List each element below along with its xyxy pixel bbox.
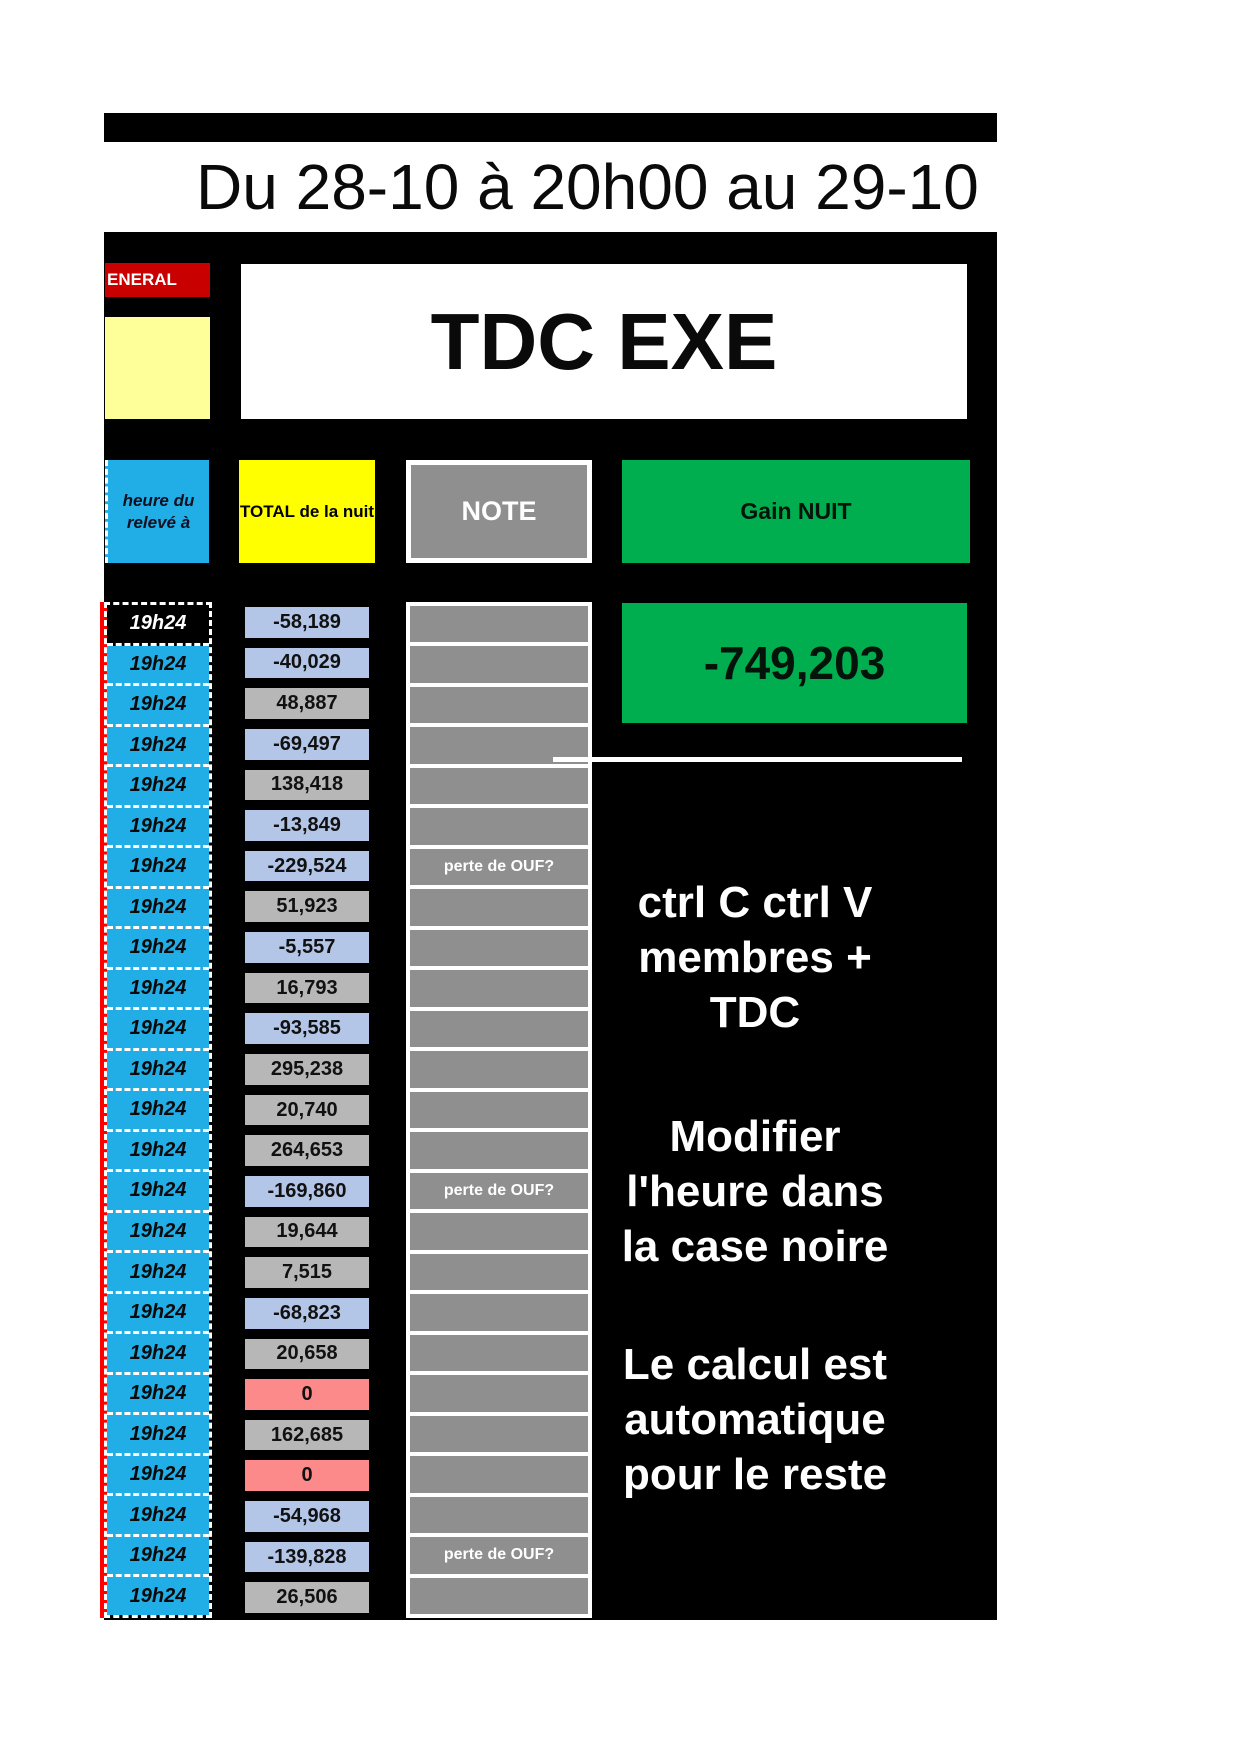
- note-cell[interactable]: [410, 646, 588, 687]
- total-cell[interactable]: -13,849: [243, 808, 371, 843]
- total-cell[interactable]: 26,506: [243, 1580, 371, 1616]
- time-cell[interactable]: 19h24: [107, 1496, 209, 1537]
- sheet-panel: Du 28-10 à 20h00 au 29-10 ENERAL TDC EXE…: [100, 113, 997, 1620]
- note-cell[interactable]: [410, 1577, 588, 1615]
- date-range-banner: Du 28-10 à 20h00 au 29-10: [104, 142, 997, 232]
- instruction-auto-calc: Le calcul est automatique pour le reste: [622, 1340, 888, 1499]
- note-cell[interactable]: [410, 1091, 588, 1133]
- gain-nuit-value[interactable]: -749,203: [622, 603, 967, 723]
- total-cell[interactable]: -68,823: [243, 1295, 371, 1331]
- time-cell[interactable]: 19h24: [107, 686, 209, 727]
- total-cell[interactable]: 138,418: [243, 767, 371, 803]
- total-column: -58,189 -40,029 48,887 -69,497 138,418 -13,84…: [243, 602, 371, 1618]
- note-cell[interactable]: [410, 1051, 588, 1092]
- total-cell[interactable]: 295,238: [243, 1052, 371, 1087]
- time-cell[interactable]: 19h24: [107, 929, 209, 970]
- column-header-gain[interactable]: Gain NUIT: [622, 460, 970, 563]
- time-cell[interactable]: 19h24: [107, 1091, 209, 1132]
- general-tab-label[interactable]: ENERAL: [105, 263, 210, 297]
- note-cell[interactable]: [410, 1132, 588, 1173]
- note-cell[interactable]: [410, 606, 588, 647]
- note-cell[interactable]: [410, 1010, 588, 1052]
- note-cell[interactable]: [410, 1253, 588, 1295]
- total-cell[interactable]: 16,793: [243, 970, 371, 1006]
- note-cell[interactable]: [410, 1456, 588, 1497]
- note-cell[interactable]: [410, 929, 588, 971]
- total-cell[interactable]: -139,828: [243, 1539, 371, 1575]
- total-cell[interactable]: -54,968: [243, 1499, 371, 1534]
- sheet-title: TDC EXE: [241, 264, 967, 419]
- note-cell[interactable]: [410, 1213, 588, 1254]
- total-cell[interactable]: 20,658: [243, 1336, 371, 1372]
- total-cell[interactable]: -69,497: [243, 726, 371, 762]
- column-header-total[interactable]: TOTAL de la nuit: [239, 460, 375, 563]
- note-cell[interactable]: [410, 686, 588, 728]
- time-column: 19h24 19h24 19h24 19h24 19h24 19h24 19h24 19h24…: [104, 602, 212, 1618]
- time-cell[interactable]: 19h24: [107, 1010, 209, 1051]
- time-cell[interactable]: 19h24: [107, 1172, 209, 1213]
- time-cell[interactable]: 19h24: [107, 645, 209, 687]
- separator-line: [553, 757, 962, 762]
- time-cell[interactable]: 19h24: [107, 767, 209, 808]
- instruction-edit-hour: Modifier l'heure dans la case noire: [621, 1112, 889, 1271]
- note-cell[interactable]: [410, 970, 588, 1011]
- total-cell[interactable]: 7,515: [243, 1255, 371, 1290]
- total-cell[interactable]: -93,585: [243, 1011, 371, 1047]
- total-cell[interactable]: -229,524: [243, 848, 371, 884]
- note-cell[interactable]: [410, 808, 588, 849]
- total-cell[interactable]: 0: [243, 1458, 371, 1494]
- note-cell[interactable]: [410, 1415, 588, 1457]
- note-cell[interactable]: perte de OUF?: [410, 1537, 588, 1578]
- time-cell[interactable]: 19h24: [107, 1293, 209, 1335]
- time-cell[interactable]: 19h24: [107, 1455, 209, 1497]
- time-cell[interactable]: 19h24: [107, 807, 209, 849]
- time-cell[interactable]: 19h24: [107, 1334, 209, 1375]
- total-cell[interactable]: -169,860: [243, 1173, 371, 1209]
- total-cell[interactable]: 51,923: [243, 889, 371, 925]
- note-cell[interactable]: [410, 1496, 588, 1538]
- time-cell[interactable]: 19h24: [107, 1131, 209, 1173]
- time-cell-black[interactable]: 19h24: [107, 605, 209, 646]
- total-cell[interactable]: -58,189: [243, 605, 371, 640]
- note-column: perte de OUF? perte de OUF? perte de OUF?: [406, 602, 592, 1618]
- total-cell[interactable]: 162,685: [243, 1417, 371, 1453]
- total-cell[interactable]: 48,887: [243, 686, 371, 721]
- total-cell[interactable]: 19,644: [243, 1214, 371, 1250]
- time-cell[interactable]: 19h24: [107, 1050, 209, 1092]
- note-cell[interactable]: [410, 767, 588, 809]
- time-cell[interactable]: 19h24: [107, 888, 209, 930]
- time-cell[interactable]: 19h24: [107, 848, 209, 889]
- note-cell[interactable]: [410, 1334, 588, 1376]
- yellow-placeholder-cell[interactable]: [105, 317, 210, 419]
- time-cell[interactable]: 19h24: [107, 1577, 209, 1615]
- note-cell[interactable]: [410, 1375, 588, 1416]
- total-cell[interactable]: 0: [243, 1377, 371, 1412]
- total-cell[interactable]: 264,653: [243, 1133, 371, 1168]
- total-cell[interactable]: -40,029: [243, 645, 371, 681]
- column-header-note[interactable]: NOTE: [406, 460, 592, 563]
- total-cell[interactable]: -5,557: [243, 930, 371, 965]
- date-range-title: Du 28-10 à 20h00 au 29-10: [196, 151, 979, 223]
- note-cell[interactable]: perte de OUF?: [410, 1172, 588, 1214]
- column-header-time[interactable]: heure du relevé à: [105, 460, 209, 563]
- time-cell[interactable]: 19h24: [107, 726, 209, 768]
- total-cell[interactable]: 20,740: [243, 1092, 371, 1128]
- time-cell[interactable]: 19h24: [107, 1415, 209, 1456]
- time-cell[interactable]: 19h24: [107, 1212, 209, 1254]
- time-cell[interactable]: 19h24: [107, 969, 209, 1011]
- note-cell[interactable]: [410, 889, 588, 930]
- time-cell[interactable]: 19h24: [107, 1253, 209, 1294]
- note-cell[interactable]: [410, 1294, 588, 1335]
- instruction-copy-paste: ctrl C ctrl V membres + TDC: [637, 878, 873, 1037]
- time-cell[interactable]: 19h24: [107, 1536, 209, 1578]
- time-cell[interactable]: 19h24: [107, 1374, 209, 1416]
- note-cell[interactable]: perte de OUF?: [410, 848, 588, 890]
